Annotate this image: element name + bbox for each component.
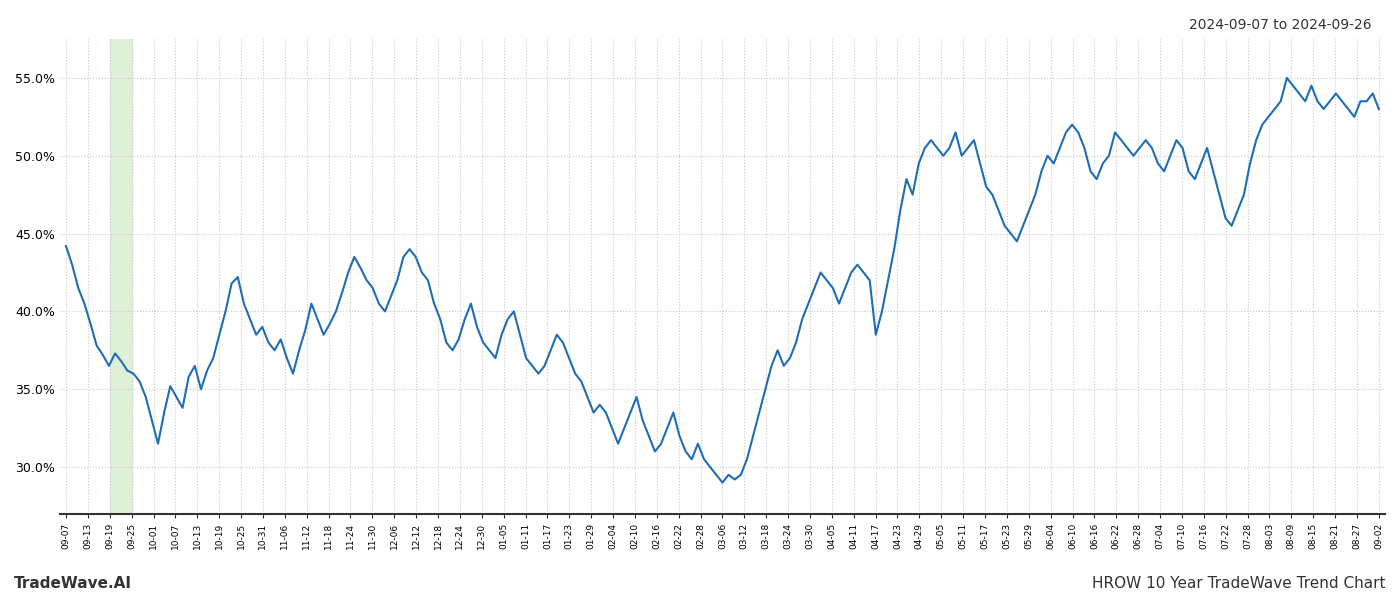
Bar bbox=[109, 39, 132, 514]
Text: 2024-09-07 to 2024-09-26: 2024-09-07 to 2024-09-26 bbox=[1190, 18, 1372, 32]
Text: TradeWave.AI: TradeWave.AI bbox=[14, 576, 132, 591]
Text: HROW 10 Year TradeWave Trend Chart: HROW 10 Year TradeWave Trend Chart bbox=[1092, 576, 1386, 591]
